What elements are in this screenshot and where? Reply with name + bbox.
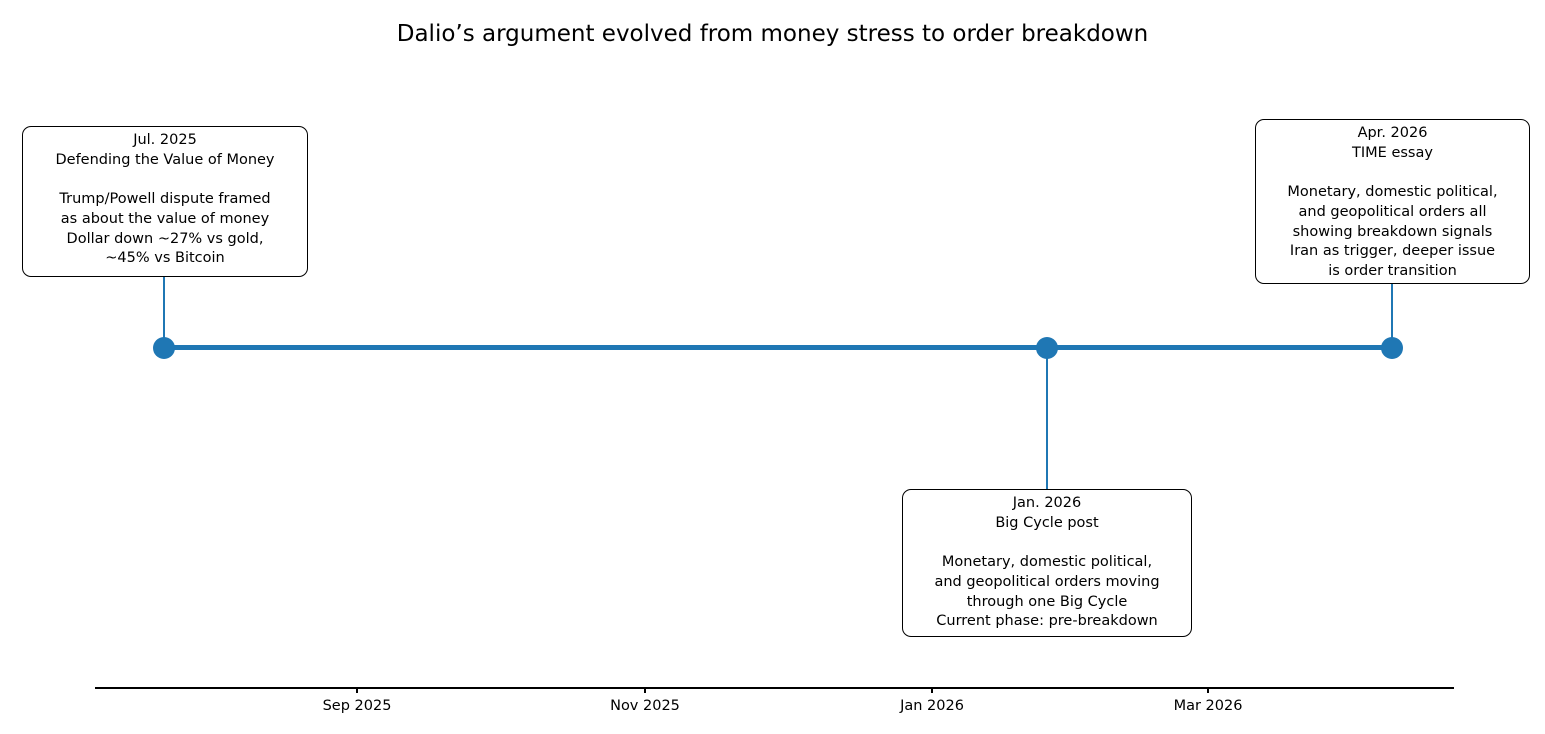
event-marker-dot — [153, 337, 175, 359]
x-axis-tick — [931, 688, 933, 693]
event-connector — [1046, 348, 1048, 489]
event-connector — [163, 277, 165, 348]
event-date: Jul. 2025 — [133, 132, 197, 148]
event-date: Jan. 2026 — [1012, 495, 1082, 511]
event-box-apr-2026: Apr. 2026 TIME essay Monetary, domestic … — [1255, 119, 1530, 284]
timeline-line — [164, 345, 1392, 350]
event-marker-dot — [1036, 337, 1058, 359]
event-details: Monetary, domestic political, and geopol… — [934, 554, 1160, 630]
x-axis-tick-label: Jan 2026 — [900, 698, 964, 714]
x-axis-line — [95, 687, 1454, 689]
chart-title: Dalio’s argument evolved from money stre… — [396, 21, 1149, 47]
event-box-jul-2025: Jul. 2025 Defending the Value of Money T… — [22, 126, 308, 277]
x-axis-tick — [356, 688, 358, 693]
x-axis-tick — [1207, 688, 1209, 693]
event-details: Monetary, domestic political, and geopol… — [1287, 184, 1498, 279]
event-marker-dot — [1381, 337, 1403, 359]
event-box-jan-2026: Jan. 2026 Big Cycle post Monetary, domes… — [902, 489, 1192, 637]
event-connector — [1391, 284, 1393, 348]
event-date: Apr. 2026 — [1357, 125, 1428, 141]
event-label: Defending the Value of Money — [55, 151, 275, 168]
event-label: TIME essay — [1352, 144, 1433, 161]
event-details: Trump/Powell dispute framed as about the… — [59, 191, 271, 267]
x-axis-tick-label: Sep 2025 — [322, 698, 392, 714]
x-axis-tick — [644, 688, 646, 693]
event-label: Big Cycle post — [995, 514, 1099, 531]
x-axis-tick-label: Mar 2026 — [1173, 698, 1243, 714]
x-axis-tick-label: Nov 2025 — [610, 698, 680, 714]
